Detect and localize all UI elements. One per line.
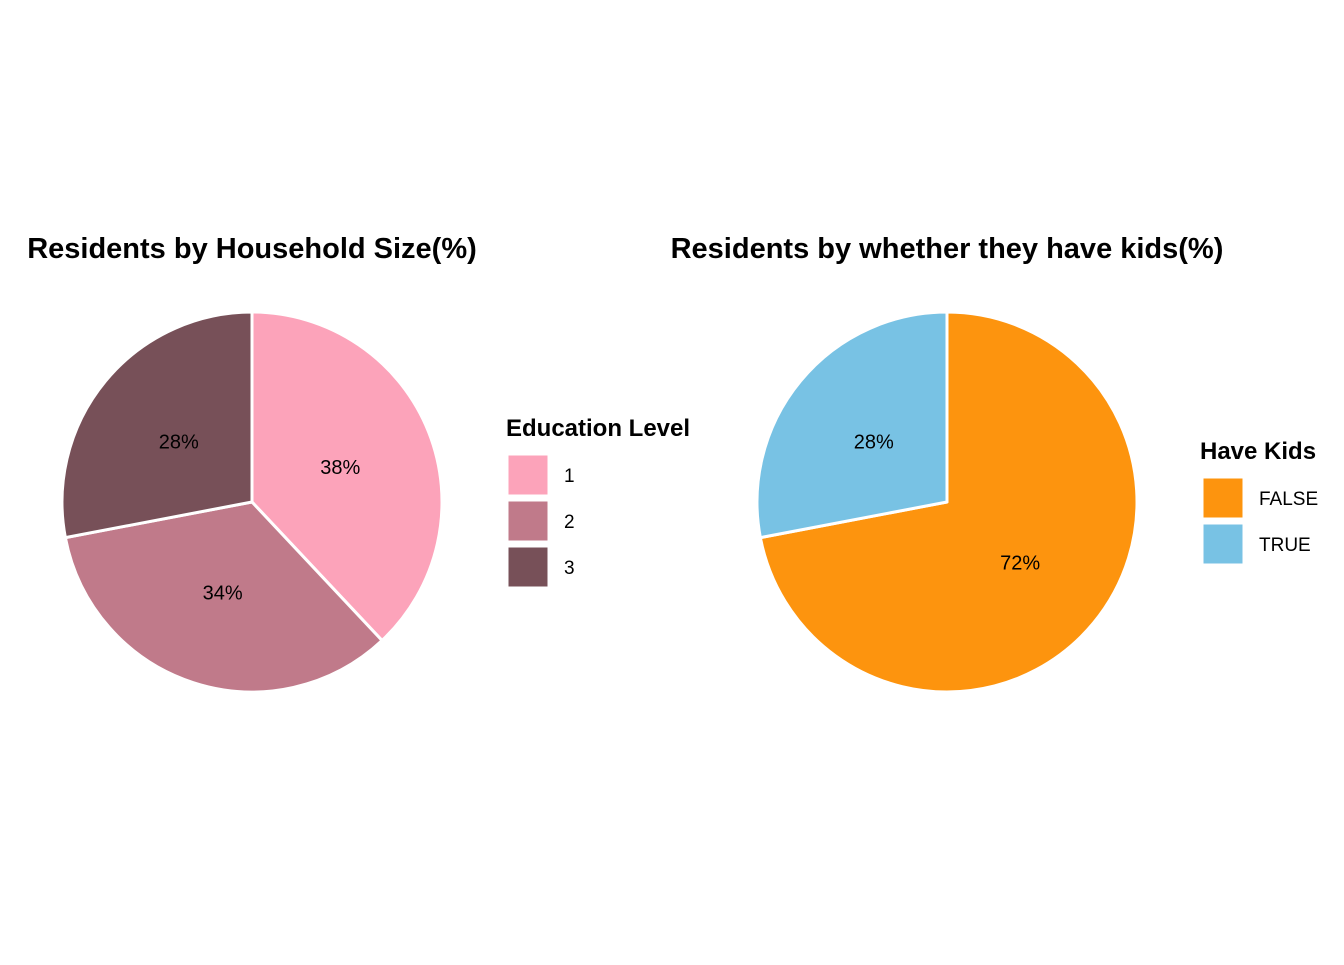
slice-label-1: 38% <box>320 457 360 479</box>
pie-slice-labels: 38% 34% 28% <box>159 431 361 604</box>
pie-slices <box>755 310 1139 694</box>
chart-title: Residents by whether they have kids(%) <box>671 233 1224 265</box>
pie-slice-false <box>758 310 1139 694</box>
legend-key-true <box>1202 523 1244 565</box>
pie-slice-1 <box>250 310 444 642</box>
slice-label-true: 28% <box>854 431 894 453</box>
pie-slice-labels: 72% 28% <box>854 431 1041 574</box>
legend-label-3: 3 <box>564 558 575 579</box>
pie-slice-true <box>755 310 949 540</box>
slice-label-3: 28% <box>159 431 199 453</box>
pie-slices <box>60 310 444 694</box>
legend-key-3 <box>507 546 549 588</box>
legend-key-2 <box>507 500 549 542</box>
legend-label-2: 2 <box>564 512 575 533</box>
legend: Education Level 1 2 3 <box>506 415 690 588</box>
legend-title: Have Kids <box>1200 438 1316 465</box>
legend-key-false <box>1202 477 1244 519</box>
legend-key-1 <box>507 454 549 496</box>
household-size-pie-chart: Residents by Household Size(%) 38% 34% 28%… <box>27 233 690 694</box>
pie-slice-3 <box>60 310 254 540</box>
legend-label-true: TRUE <box>1259 535 1311 556</box>
pie-slice-2 <box>63 500 384 694</box>
slice-label-false: 72% <box>1000 553 1040 575</box>
legend-label-false: FALSE <box>1259 489 1318 510</box>
legend: Have Kids FALSE TRUE <box>1200 438 1318 565</box>
slice-label-2: 34% <box>203 582 243 604</box>
have-kids-pie-chart: Residents by whether they have kids(%) 7… <box>671 233 1318 694</box>
legend-label-1: 1 <box>564 466 575 487</box>
legend-title: Education Level <box>506 415 690 442</box>
chart-title: Residents by Household Size(%) <box>27 233 477 265</box>
